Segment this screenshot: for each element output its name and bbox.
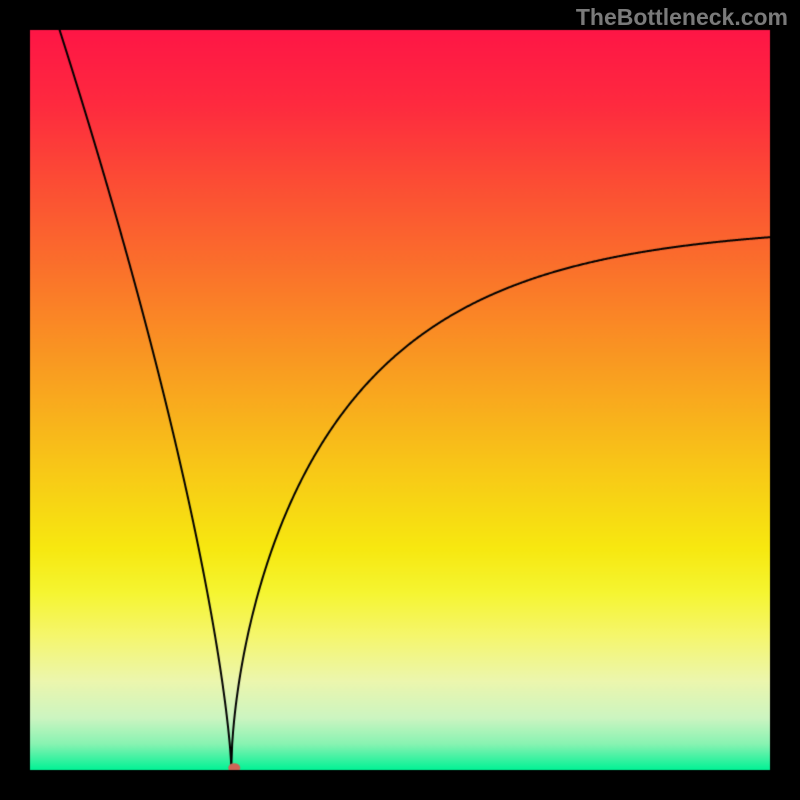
watermark-text: TheBottleneck.com	[576, 4, 788, 31]
bottleneck-chart	[0, 0, 800, 800]
chart-container: { "canvas": { "width": 800, "height": 80…	[0, 0, 800, 800]
